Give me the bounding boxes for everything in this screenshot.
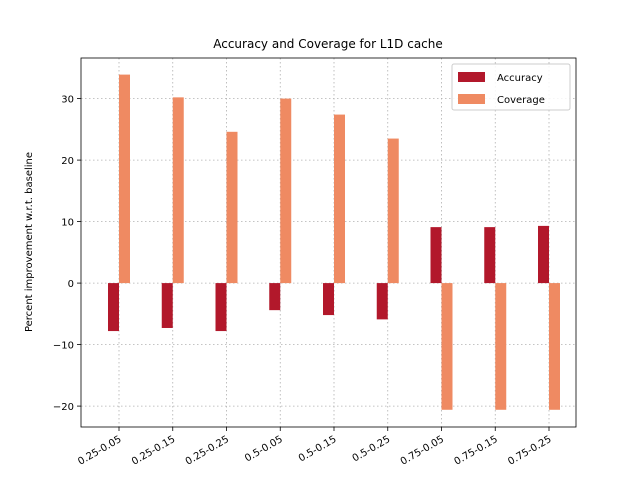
chart-title: Accuracy and Coverage for L1D cache — [213, 37, 443, 51]
bar-coverage — [387, 138, 399, 284]
legend-swatch-coverage — [458, 94, 485, 104]
bar-accuracy — [215, 283, 227, 332]
bar-coverage — [172, 97, 184, 284]
legend-swatch-accuracy — [458, 72, 485, 82]
bar-accuracy — [376, 283, 388, 320]
bar-accuracy — [161, 283, 173, 328]
bar-accuracy — [323, 283, 334, 316]
y-tick-label: 0 — [68, 279, 74, 290]
legend-label-coverage: Coverage — [497, 95, 545, 106]
bar-coverage — [119, 74, 130, 284]
bar-coverage — [226, 131, 238, 284]
y-tick-label: 30 — [61, 95, 74, 106]
legend: Accuracy Coverage — [451, 63, 571, 111]
bar-accuracy — [108, 283, 119, 332]
legend-label-accuracy: Accuracy — [497, 73, 543, 84]
bar-accuracy — [484, 227, 496, 284]
bar-accuracy — [538, 225, 549, 284]
y-tick-label: −20 — [53, 402, 74, 413]
y-axis-label: Percent improvement w.r.t. baseline — [24, 152, 35, 332]
plot-frame — [80, 57, 577, 428]
bar-coverage — [549, 283, 560, 410]
bar-accuracy — [430, 227, 442, 284]
y-tick-label: −10 — [53, 341, 74, 352]
bar-accuracy — [269, 283, 281, 311]
y-tick-label: 10 — [61, 218, 74, 229]
y-axis: −20 −10 0 10 20 30 — [53, 95, 81, 413]
bar-coverage — [495, 283, 507, 410]
bar-coverage — [280, 98, 292, 284]
y-tick-label: 20 — [61, 156, 74, 167]
bar-coverage — [334, 114, 345, 284]
bars — [108, 74, 560, 410]
bar-coverage — [441, 283, 453, 410]
